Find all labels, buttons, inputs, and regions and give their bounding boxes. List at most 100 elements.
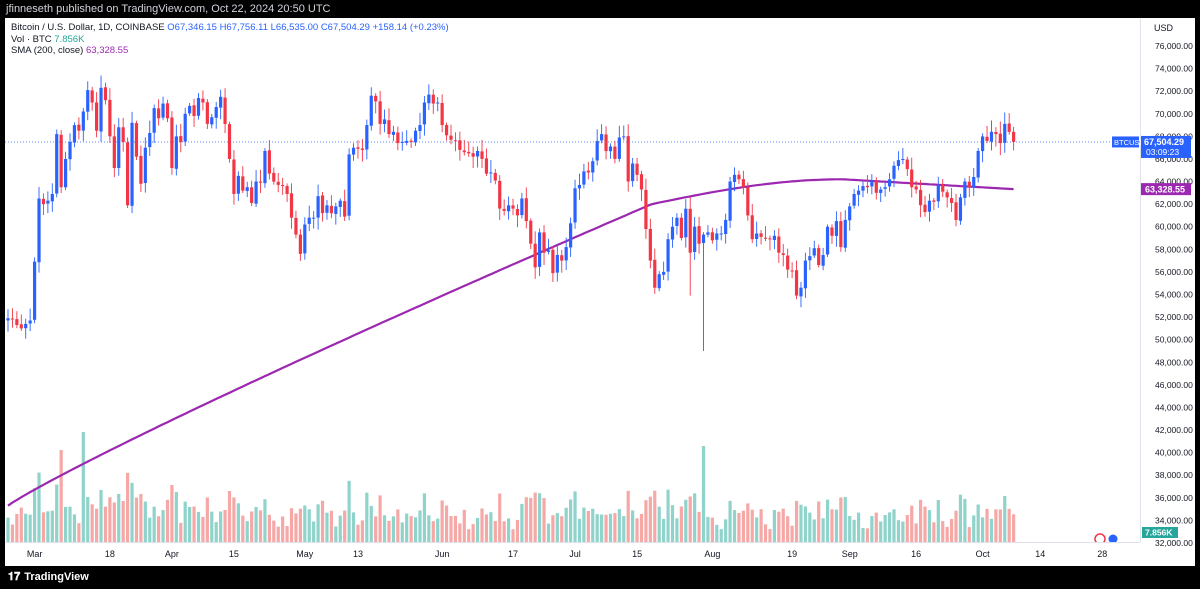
candle-body[interactable] xyxy=(639,174,644,190)
candle-body[interactable] xyxy=(732,174,737,182)
candle-body[interactable] xyxy=(294,217,298,235)
candle-body[interactable] xyxy=(316,196,320,218)
candle-body[interactable] xyxy=(90,90,94,103)
currency-label[interactable]: USD xyxy=(1154,23,1174,33)
candle-body[interactable] xyxy=(533,243,537,268)
candle-body[interactable] xyxy=(879,189,883,193)
candle-body[interactable] xyxy=(72,125,77,143)
candle-body[interactable] xyxy=(134,123,139,157)
candle-body[interactable] xyxy=(604,134,608,152)
candle-body[interactable] xyxy=(529,220,533,244)
candle-body[interactable] xyxy=(564,247,568,261)
candle-body[interactable] xyxy=(963,181,967,198)
candle-body[interactable] xyxy=(475,151,480,157)
candle-body[interactable] xyxy=(374,95,378,102)
candle-body[interactable] xyxy=(644,189,648,229)
candle-body[interactable] xyxy=(232,159,236,195)
candle-body[interactable] xyxy=(440,103,444,126)
candle-body[interactable] xyxy=(50,194,54,202)
candle-body[interactable] xyxy=(794,270,799,296)
candle-body[interactable] xyxy=(223,97,227,124)
candle-body[interactable] xyxy=(250,187,254,203)
candle-body[interactable] xyxy=(95,102,99,131)
sma-label[interactable]: SMA (200, close) xyxy=(11,45,84,56)
candle-body[interactable] xyxy=(10,318,15,320)
candle-body[interactable] xyxy=(945,192,949,198)
candle-body[interactable] xyxy=(724,219,728,234)
candle-body[interactable] xyxy=(170,117,174,169)
candle-body[interactable] xyxy=(839,221,843,248)
candle-body[interactable] xyxy=(799,287,803,297)
candle-body[interactable] xyxy=(887,179,892,187)
candle-body[interactable] xyxy=(825,226,830,255)
candle-body[interactable] xyxy=(870,180,874,187)
candle-body[interactable] xyxy=(595,140,599,161)
candle-body[interactable] xyxy=(422,102,427,125)
candle-body[interactable] xyxy=(613,146,617,159)
candle-body[interactable] xyxy=(32,261,37,320)
candle-body[interactable] xyxy=(710,232,714,241)
candle-body[interactable] xyxy=(241,176,245,191)
candle-body[interactable] xyxy=(267,150,271,174)
price-axis[interactable] xyxy=(1140,18,1195,566)
candle-body[interactable] xyxy=(19,324,23,329)
candle-body[interactable] xyxy=(670,226,675,240)
candle-body[interactable] xyxy=(848,206,852,221)
candle-body[interactable] xyxy=(325,205,329,213)
candle-body[interactable] xyxy=(511,205,515,209)
candle-body[interactable] xyxy=(1003,123,1007,143)
candle-body[interactable] xyxy=(449,135,453,140)
candle-body[interactable] xyxy=(307,217,311,224)
candle-body[interactable] xyxy=(635,163,639,175)
candle-body[interactable] xyxy=(161,103,165,118)
candle-body[interactable] xyxy=(356,147,360,149)
candle-body[interactable] xyxy=(254,181,258,204)
candle-body[interactable] xyxy=(365,125,369,150)
candle-body[interactable] xyxy=(498,180,502,209)
candle-body[interactable] xyxy=(28,320,32,324)
candle-body[interactable] xyxy=(329,205,333,214)
candle-body[interactable] xyxy=(967,181,971,188)
candle-body[interactable] xyxy=(431,94,435,104)
candle-body[interactable] xyxy=(861,186,865,191)
candle-body[interactable] xyxy=(617,137,621,159)
candle-body[interactable] xyxy=(972,177,976,188)
candle-body[interactable] xyxy=(148,133,152,148)
candle-body[interactable] xyxy=(679,217,683,238)
candle-body[interactable] xyxy=(693,226,697,252)
candle-body[interactable] xyxy=(582,171,586,185)
candle-body[interactable] xyxy=(856,190,861,195)
candle-body[interactable] xyxy=(130,122,134,206)
candle-body[interactable] xyxy=(196,98,201,116)
candle-body[interactable] xyxy=(631,163,635,182)
candle-body[interactable] xyxy=(59,134,63,188)
candle-body[interactable] xyxy=(843,219,847,248)
candle-body[interactable] xyxy=(99,87,103,132)
candle-body[interactable] xyxy=(103,87,108,101)
candle-body[interactable] xyxy=(351,147,356,155)
candle-body[interactable] xyxy=(77,124,81,131)
candle-body[interactable] xyxy=(281,185,285,186)
candle-body[interactable] xyxy=(272,172,276,182)
candle-body[interactable] xyxy=(626,136,630,182)
candle-body[interactable] xyxy=(37,198,41,263)
candle-body[interactable] xyxy=(542,232,546,253)
candle-body[interactable] xyxy=(427,94,431,104)
candle-body[interactable] xyxy=(768,238,772,240)
candle-body[interactable] xyxy=(112,136,116,168)
candle-body[interactable] xyxy=(320,195,325,214)
candle-body[interactable] xyxy=(985,136,989,141)
candle-body[interactable] xyxy=(830,227,834,236)
candle-body[interactable] xyxy=(391,131,396,135)
volume-label[interactable]: Vol · BTC xyxy=(11,33,52,45)
candle-body[interactable] xyxy=(715,233,719,240)
candle-body[interactable] xyxy=(923,204,927,213)
candle-body[interactable] xyxy=(546,250,551,252)
plot-area[interactable] xyxy=(5,18,1140,542)
candle-body[interactable] xyxy=(941,184,945,192)
candle-body[interactable] xyxy=(905,159,909,170)
candle-body[interactable] xyxy=(591,161,595,173)
candle-body[interactable] xyxy=(413,130,418,143)
candle-body[interactable] xyxy=(981,136,985,152)
candle-body[interactable] xyxy=(976,151,980,178)
